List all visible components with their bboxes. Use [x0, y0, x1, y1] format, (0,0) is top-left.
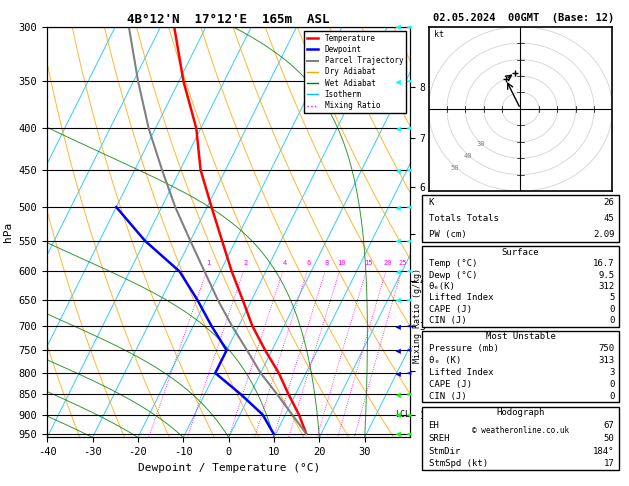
Text: 3: 3: [609, 368, 615, 377]
Text: ▲: ▲: [396, 347, 403, 353]
Text: Most Unstable: Most Unstable: [486, 332, 555, 341]
Bar: [423, 407, 619, 470]
Text: CAPE (J): CAPE (J): [428, 380, 472, 389]
Text: Lifted Index: Lifted Index: [428, 368, 493, 377]
Text: SREH: SREH: [428, 434, 450, 443]
Y-axis label: hPa: hPa: [3, 222, 13, 242]
Text: 67: 67: [604, 421, 615, 430]
Text: 2.09: 2.09: [593, 230, 615, 239]
Bar: [423, 195, 619, 243]
Text: Temp (°C): Temp (°C): [428, 259, 477, 268]
Text: 10: 10: [337, 260, 345, 265]
Text: ▲: ▲: [396, 323, 403, 329]
Text: 9.5: 9.5: [598, 271, 615, 279]
Text: 2: 2: [243, 260, 247, 265]
Text: 184°: 184°: [593, 447, 615, 456]
Text: 1: 1: [206, 260, 211, 265]
Text: ▲: ▲: [396, 269, 403, 274]
Text: ▲: ▲: [396, 370, 403, 376]
Text: 0: 0: [609, 392, 615, 401]
Text: 5: 5: [609, 294, 615, 302]
Text: ◄: ◄: [406, 268, 411, 275]
Text: 16.7: 16.7: [593, 259, 615, 268]
Text: Surface: Surface: [502, 248, 539, 257]
Text: Mixing Ratio (g/kg): Mixing Ratio (g/kg): [413, 268, 422, 364]
Text: ◄: ◄: [406, 24, 411, 30]
Text: CAPE (J): CAPE (J): [428, 305, 472, 314]
Text: ◄: ◄: [406, 204, 411, 210]
Text: ▲: ▲: [396, 24, 403, 30]
Text: 6: 6: [307, 260, 311, 265]
Text: Dewp (°C): Dewp (°C): [428, 271, 477, 279]
Text: 8: 8: [325, 260, 329, 265]
Text: ◄: ◄: [406, 297, 411, 303]
Text: 313: 313: [598, 356, 615, 365]
Text: ◄: ◄: [406, 370, 411, 376]
Y-axis label: km
ASL: km ASL: [428, 223, 450, 241]
Text: PW (cm): PW (cm): [428, 230, 466, 239]
X-axis label: Dewpoint / Temperature (°C): Dewpoint / Temperature (°C): [138, 463, 320, 473]
Text: ▲: ▲: [396, 431, 403, 436]
Text: ◄: ◄: [406, 238, 411, 244]
Text: 20: 20: [383, 260, 392, 265]
Text: ▲: ▲: [396, 167, 403, 173]
Text: ◄: ◄: [406, 323, 411, 329]
Text: EH: EH: [428, 421, 439, 430]
Text: ▲: ▲: [396, 78, 403, 84]
Text: ◄: ◄: [406, 412, 411, 417]
Text: ▲: ▲: [396, 297, 403, 302]
Text: ◄: ◄: [406, 431, 411, 437]
Text: 15: 15: [364, 260, 372, 265]
Title: 4B°12'N  17°12'E  165m  ASL: 4B°12'N 17°12'E 165m ASL: [128, 13, 330, 26]
Text: CIN (J): CIN (J): [428, 316, 466, 325]
Text: ▲: ▲: [396, 392, 403, 397]
Text: ▲: ▲: [396, 205, 403, 210]
Text: 25: 25: [399, 260, 407, 265]
Text: K: K: [428, 198, 434, 208]
Text: 4: 4: [282, 260, 287, 265]
Text: ▲: ▲: [396, 238, 403, 243]
Legend: Temperature, Dewpoint, Parcel Trajectory, Dry Adiabat, Wet Adiabat, Isotherm, Mi: Temperature, Dewpoint, Parcel Trajectory…: [304, 31, 406, 113]
Text: 750: 750: [598, 344, 615, 353]
Text: 0: 0: [609, 316, 615, 325]
Text: 17: 17: [604, 459, 615, 469]
Text: StmSpd (kt): StmSpd (kt): [428, 459, 487, 469]
Text: ◄: ◄: [406, 167, 411, 173]
Text: 312: 312: [598, 282, 615, 291]
Text: 45: 45: [604, 214, 615, 223]
Text: ▲: ▲: [396, 412, 403, 417]
Text: 02.05.2024  00GMT  (Base: 12): 02.05.2024 00GMT (Base: 12): [433, 13, 615, 23]
Text: Hodograph: Hodograph: [496, 408, 545, 417]
Text: ◄: ◄: [406, 347, 411, 353]
Text: 0: 0: [609, 380, 615, 389]
Text: 50: 50: [604, 434, 615, 443]
Text: 0: 0: [609, 305, 615, 314]
Text: Lifted Index: Lifted Index: [428, 294, 493, 302]
Bar: [423, 330, 619, 402]
Text: 26: 26: [604, 198, 615, 208]
Text: θₑ(K): θₑ(K): [428, 282, 455, 291]
Text: ◄: ◄: [406, 78, 411, 84]
Text: Pressure (mb): Pressure (mb): [428, 344, 498, 353]
Text: Totals Totals: Totals Totals: [428, 214, 498, 223]
Text: ▲: ▲: [396, 125, 403, 131]
Text: ◄: ◄: [406, 391, 411, 398]
Text: LCL: LCL: [395, 410, 410, 419]
Text: θₑ (K): θₑ (K): [428, 356, 461, 365]
Text: ◄: ◄: [406, 125, 411, 131]
Text: StmDir: StmDir: [428, 447, 461, 456]
Bar: [423, 246, 619, 327]
Text: CIN (J): CIN (J): [428, 392, 466, 401]
Text: © weatheronline.co.uk: © weatheronline.co.uk: [472, 426, 569, 435]
